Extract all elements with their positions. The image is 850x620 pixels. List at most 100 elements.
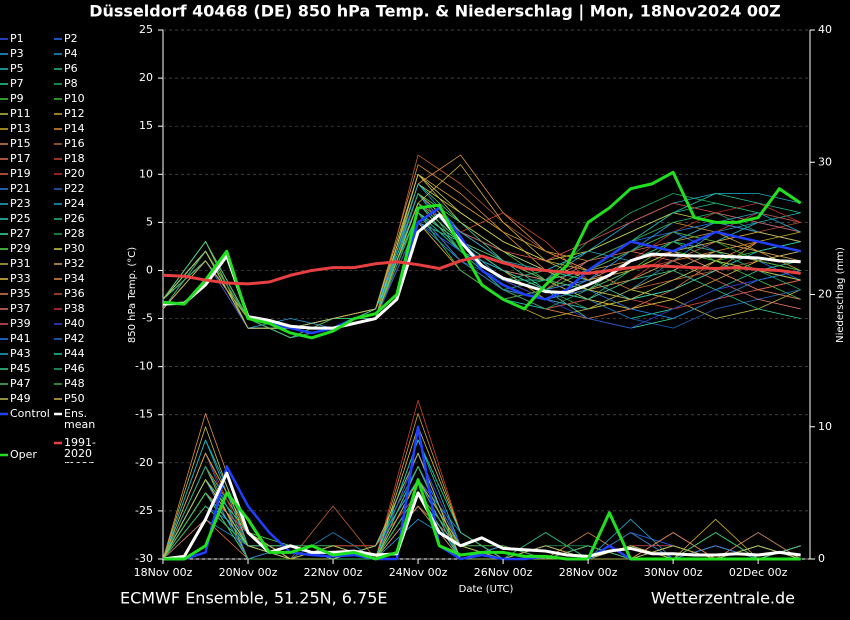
- legend-item: P7: [10, 78, 24, 89]
- legend-item: P45: [10, 363, 31, 375]
- legend-label: P31: [10, 258, 31, 270]
- legend-label: Ens. mean: [64, 408, 96, 431]
- y-tick-label: 0: [146, 263, 153, 276]
- legend-item: P39: [10, 318, 31, 329]
- legend-label: Oper: [10, 449, 37, 461]
- legend-item: Ens. mean: [64, 408, 96, 431]
- x-tick-label: 24Nov 00z: [389, 566, 448, 579]
- legend-label: P11: [10, 108, 31, 120]
- legend-item: P8: [64, 78, 78, 90]
- legend-item: P13: [10, 123, 31, 134]
- legend-item: P47: [10, 378, 31, 389]
- x-axis-label: Date (UTC): [459, 584, 514, 595]
- legend-item: P35: [10, 288, 31, 300]
- legend-item: P19: [10, 168, 31, 179]
- x-tick-label: 26Nov 00z: [474, 566, 533, 579]
- x-tick-label: 28Nov 00z: [559, 566, 618, 579]
- legend-item: P14: [64, 123, 85, 135]
- y-axis-label: 850 hPa Temp. (°C): [127, 247, 138, 343]
- legend-item: P34: [64, 273, 85, 285]
- legend-item: P10: [64, 93, 85, 105]
- precip-line: [162, 466, 801, 560]
- legend-item: P41: [10, 333, 31, 345]
- legend-label: P36: [64, 288, 85, 300]
- legend-label: P15: [10, 138, 31, 150]
- legend-label: P3: [10, 48, 24, 60]
- legend-item: P42: [64, 333, 85, 344]
- legend-label: P32: [64, 258, 85, 270]
- legend-item: P15: [10, 138, 31, 150]
- legend-item: P12: [64, 108, 85, 119]
- legend-label: P8: [64, 78, 78, 90]
- legend-item: P40: [64, 318, 85, 329]
- legend-label: P20: [64, 168, 85, 180]
- legend-item: P23: [10, 198, 31, 210]
- legend-label: P29: [10, 243, 31, 255]
- legend-item: 1991-2020 mean: [64, 437, 96, 463]
- plot-area: [162, 29, 810, 561]
- legend-label: P41: [10, 333, 31, 345]
- legend-label: P34: [64, 273, 85, 285]
- precip-line: [162, 466, 801, 560]
- y2-axis-label: Niederschlag (mm): [835, 247, 846, 343]
- legend-item: P44: [64, 348, 85, 360]
- legend-label: P10: [64, 93, 85, 105]
- x-tick-label: 22Nov 00z: [304, 566, 363, 579]
- legend-label: P27: [10, 228, 31, 240]
- precip-line: [163, 478, 801, 561]
- y-tick-label: -15: [135, 408, 153, 421]
- legend-label: P4: [64, 48, 78, 60]
- legend-item: P36: [64, 288, 85, 300]
- x-tick-label: 20Nov 00z: [219, 566, 278, 579]
- x-tick-label: 30Nov 00z: [644, 566, 703, 579]
- legend-item: P49: [10, 393, 31, 404]
- legend-item: P50: [64, 393, 85, 404]
- legend-label: P14: [64, 123, 85, 135]
- legend-item: P5: [10, 63, 24, 74]
- legend-label: P37: [10, 303, 31, 315]
- legend-label: P43: [10, 348, 31, 360]
- legend-item: P16: [64, 138, 85, 149]
- legend-label: P22: [64, 183, 85, 195]
- legend-item: P11: [10, 108, 31, 120]
- x-tick-label: 02Dec 00z: [729, 566, 788, 579]
- legend-label: 1991-2020 mean: [64, 437, 96, 463]
- legend-label: P1: [10, 33, 24, 45]
- legend-item: P30: [64, 243, 85, 254]
- legend-label: P26: [64, 213, 85, 225]
- precip-line: [162, 466, 801, 560]
- legend-label: P24: [64, 198, 85, 210]
- legend-item: P27: [10, 228, 31, 240]
- legend-label: P44: [64, 348, 85, 360]
- legend-label: P2: [64, 33, 78, 45]
- precip-line: [162, 466, 801, 560]
- legend-item: P28: [64, 228, 85, 240]
- legend-item: P2: [64, 33, 78, 45]
- legend-item: P38: [64, 303, 85, 314]
- legend-item: P21: [10, 183, 31, 195]
- y-tick-label: 20: [139, 71, 153, 84]
- precip-line: [162, 466, 801, 560]
- legend-label: P23: [10, 198, 31, 210]
- y2-tick-label: 30: [818, 155, 832, 168]
- y-tick-label: -30: [135, 552, 153, 565]
- legend-item: P22: [64, 183, 85, 195]
- legend-label: P21: [10, 183, 31, 195]
- temp-line: [162, 213, 801, 330]
- legend-item: P48: [64, 378, 85, 389]
- y-tick-label: -5: [142, 312, 153, 325]
- y-tick-label: 10: [139, 167, 153, 180]
- legend-item: P25: [10, 213, 31, 224]
- legend-label: P28: [64, 228, 85, 240]
- y-tick-label: -25: [135, 504, 153, 517]
- legend-label: P45: [10, 363, 31, 375]
- legend-label: P35: [10, 288, 31, 300]
- legend-item: P6: [64, 63, 78, 74]
- y2-tick-label: 0: [818, 552, 825, 565]
- legend-item: P29: [10, 243, 31, 255]
- legend-item: P46: [64, 363, 85, 374]
- legend-item: P18: [64, 153, 85, 164]
- y-tick-label: 5: [146, 215, 153, 228]
- legend-item: P32: [64, 258, 85, 270]
